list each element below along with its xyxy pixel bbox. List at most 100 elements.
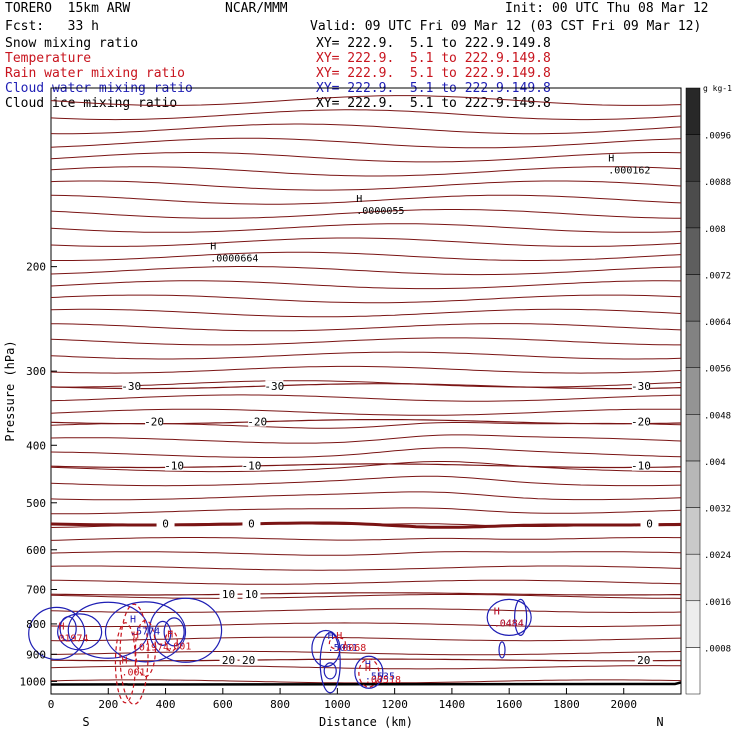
cloud-water-contour bbox=[67, 601, 149, 659]
cloud-water-contour bbox=[514, 598, 528, 636]
isotherm-label: -20 bbox=[631, 416, 651, 429]
colorbar-segment bbox=[685, 320, 701, 368]
isotherm-label-bg bbox=[242, 517, 261, 529]
colorbar-segment bbox=[685, 367, 701, 415]
isotherm-label-bg bbox=[631, 459, 650, 471]
colorbar-level-label: .0008 bbox=[704, 644, 731, 654]
colorbar-segment bbox=[685, 180, 701, 229]
isotherm-line bbox=[50, 461, 682, 473]
isotherm-label-bg bbox=[242, 459, 261, 471]
isotherm-label: -30 bbox=[121, 380, 141, 393]
x-tick-label: 800 bbox=[270, 698, 290, 711]
maximum-label: .000162 bbox=[608, 165, 650, 176]
x-tick-label: 0 bbox=[48, 698, 55, 711]
colorbar-level-label: .0024 bbox=[704, 551, 731, 561]
isotherm-label-bg bbox=[631, 380, 650, 392]
cloud-water-contour bbox=[148, 597, 223, 663]
colorbar-level-label: .0088 bbox=[704, 178, 731, 188]
cloud-water-contour bbox=[154, 620, 172, 647]
forecast-hour: Fcst: 33 h bbox=[5, 19, 99, 34]
colorbar-level-label: .0032 bbox=[704, 505, 731, 515]
cloud-water-contour bbox=[28, 606, 86, 661]
maximum-marker: H bbox=[356, 194, 362, 205]
colorbar-segment bbox=[685, 600, 701, 648]
isotherm-label: 0 bbox=[646, 518, 653, 531]
isotherm-line bbox=[50, 665, 681, 670]
isotherm-line bbox=[50, 180, 682, 191]
cloud-water-contour bbox=[323, 662, 337, 680]
y-tick-label: 400 bbox=[26, 439, 46, 452]
isotherm-line bbox=[50, 209, 682, 219]
isotherm-line bbox=[50, 608, 682, 614]
isotherm-label-bg bbox=[219, 587, 238, 599]
colorbar-segment bbox=[685, 507, 701, 555]
isotherm-label: -30 bbox=[264, 380, 284, 393]
isotherm-line bbox=[50, 109, 682, 121]
y-tick-label: 600 bbox=[26, 544, 46, 557]
y-tick-label: 1000 bbox=[20, 675, 47, 688]
colorbar-level-label: .004 bbox=[704, 458, 726, 468]
isotherm-line-labelled bbox=[50, 592, 681, 596]
isotherm-line bbox=[50, 137, 682, 149]
isotherm-line bbox=[50, 491, 682, 501]
maximum-label: .001 bbox=[167, 642, 191, 653]
maximum-label: .5061 bbox=[328, 643, 358, 654]
isotherm-line bbox=[51, 507, 682, 515]
cloud-water-contour bbox=[163, 617, 185, 647]
x-tick-label: 2000 bbox=[610, 698, 637, 711]
maximum-marker: H bbox=[133, 631, 139, 642]
y-tick-label: 200 bbox=[26, 261, 46, 274]
isotherm-label: -10 bbox=[164, 460, 184, 473]
maximum-marker: H bbox=[210, 241, 216, 252]
maximum-label: .5774 bbox=[130, 626, 160, 637]
south-end-label: S bbox=[82, 715, 89, 729]
colorbar-segment bbox=[685, 553, 701, 602]
maximum-marker: H bbox=[130, 614, 136, 625]
maximum-label: .0000055 bbox=[356, 206, 404, 217]
field-xy-temperature: XY= 222.9. 5.1 to 222.9.149.8 bbox=[316, 51, 551, 66]
rain-water-contour bbox=[164, 630, 178, 652]
colorbar-level-label: .0048 bbox=[704, 411, 731, 421]
isotherm-label-bg bbox=[631, 415, 650, 427]
maximum-label: .0068 bbox=[336, 643, 366, 654]
y-tick-label: 500 bbox=[26, 497, 46, 510]
field-xy-snow: XY= 222.9. 5.1 to 222.9.149.8 bbox=[316, 36, 551, 51]
isotherm-line bbox=[50, 537, 681, 541]
maximum-marker: H bbox=[494, 606, 500, 617]
colorbar-level-label: .0072 bbox=[704, 271, 731, 281]
north-end-label: N bbox=[656, 715, 663, 729]
colorbar-segment bbox=[685, 414, 701, 462]
isotherm-line bbox=[50, 280, 681, 290]
field-name-snow: Snow mixing ratio bbox=[5, 36, 139, 51]
x-tick-label: 200 bbox=[98, 698, 118, 711]
maximum-label: .00518 bbox=[365, 675, 401, 686]
isotherm-line bbox=[51, 579, 682, 585]
isotherm-line bbox=[51, 380, 682, 388]
maximum-marker: H bbox=[365, 659, 371, 670]
ground-surface-line bbox=[50, 681, 682, 686]
isotherm-label-bg bbox=[634, 653, 653, 665]
isotherm-line bbox=[50, 565, 682, 571]
maximum-marker: H bbox=[494, 606, 500, 617]
isotherm-line bbox=[50, 152, 682, 163]
isotherm-label: 0 bbox=[162, 518, 169, 531]
rain-water-contour bbox=[328, 636, 346, 650]
colorbar-level-label: .0016 bbox=[704, 598, 731, 608]
isotherm-line bbox=[50, 223, 682, 233]
isotherm-line bbox=[50, 337, 681, 346]
field-name-temperature: Temperature bbox=[5, 51, 92, 66]
rain-water-contour bbox=[134, 619, 157, 678]
isotherm-line bbox=[51, 251, 682, 261]
maximum-label: .01974 bbox=[133, 643, 169, 654]
maximum-marker: H bbox=[167, 630, 173, 641]
isotherm-label: 20 bbox=[637, 654, 650, 667]
isotherm-label: -20 bbox=[144, 416, 164, 429]
isotherm-label-bg bbox=[239, 653, 258, 665]
rain-water-contour bbox=[119, 603, 149, 705]
maximum-label: .0000664 bbox=[210, 253, 258, 264]
isotherm-line bbox=[50, 408, 681, 416]
cloud-water-contour bbox=[59, 616, 77, 642]
isotherm-label: 10 bbox=[245, 588, 258, 601]
field-name-rain: Rain water mixing ratio bbox=[5, 66, 186, 81]
model-name: TORERO 15km ARW bbox=[5, 1, 131, 16]
